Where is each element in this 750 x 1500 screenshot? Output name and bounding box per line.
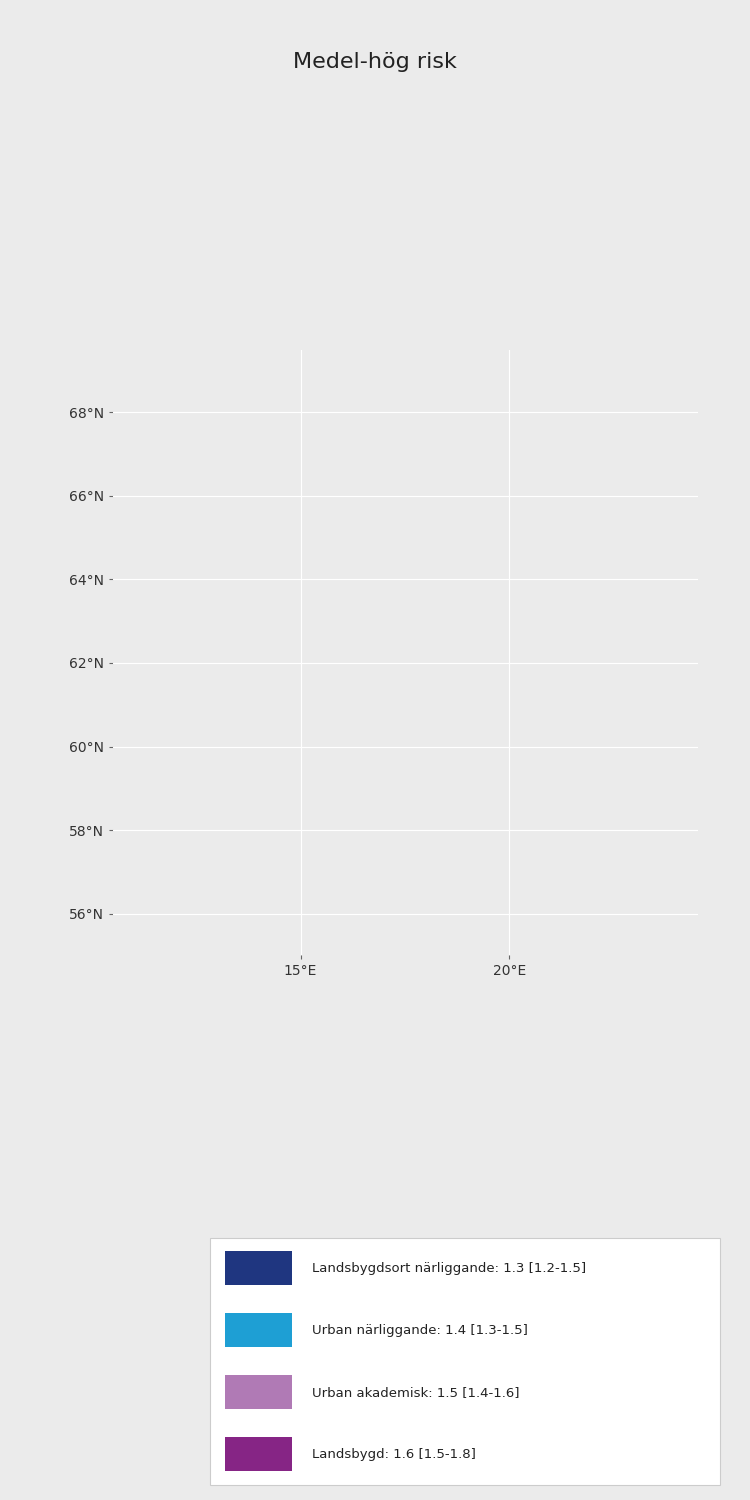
Bar <box>225 1376 292 1408</box>
Bar <box>225 1437 292 1472</box>
Bar <box>225 1251 292 1286</box>
Text: Medel-hög risk: Medel-hög risk <box>293 53 457 72</box>
Text: Urban närliggande: 1.4 [1.3-1.5]: Urban närliggande: 1.4 [1.3-1.5] <box>312 1324 528 1336</box>
Bar <box>225 1314 292 1347</box>
Text: Landsbygdsort närliggande: 1.3 [1.2-1.5]: Landsbygdsort närliggande: 1.3 [1.2-1.5] <box>312 1262 586 1275</box>
Text: Landsbygd: 1.6 [1.5-1.8]: Landsbygd: 1.6 [1.5-1.8] <box>312 1448 476 1461</box>
Text: Urban akademisk: 1.5 [1.4-1.6]: Urban akademisk: 1.5 [1.4-1.6] <box>312 1386 520 1398</box>
